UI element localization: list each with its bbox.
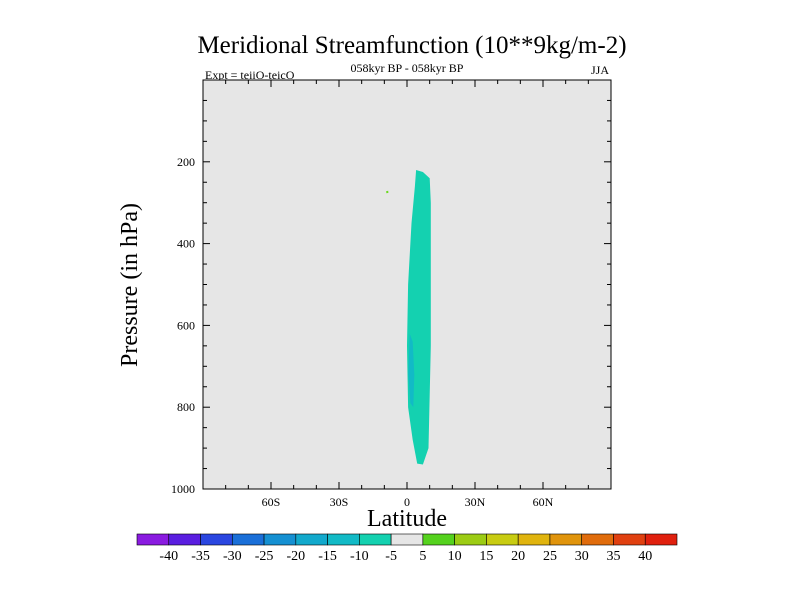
- y-tick-label: 200: [177, 155, 195, 169]
- colorbar-box: [644, 533, 678, 546]
- colorbar-label: 40: [638, 549, 652, 564]
- colorbar-label: -10: [350, 549, 369, 564]
- colorbar-box: [327, 533, 360, 546]
- colorbar-box: [263, 533, 297, 546]
- colorbar: -40 -35 -30 -25 -20 -15 -10 -5 5 10 15 20 25 30 35 40: [136, 533, 678, 564]
- contour-region-1: [408, 333, 415, 408]
- contour-regions: [386, 170, 431, 465]
- colorbar-label: -30: [223, 549, 242, 564]
- colorbar-label: -40: [159, 549, 178, 564]
- y-tick-label: 400: [177, 237, 195, 251]
- colorbar-label: 30: [575, 549, 589, 564]
- colorbar-box: [390, 533, 424, 546]
- colorbar-box: [200, 533, 233, 546]
- colorbar-label: -15: [318, 549, 337, 564]
- colorbar-box: [422, 533, 455, 546]
- colorbar-box: [454, 533, 487, 546]
- x-tick-label: 30S: [330, 495, 349, 509]
- axis-ticks: 60S 30S 0 30N 60N 200 400 600 800 1000: [171, 79, 612, 509]
- colorbar-box: [295, 533, 328, 546]
- colorbar-box: [549, 533, 583, 546]
- colorbar-box: [359, 533, 392, 546]
- x-tick-label: 30N: [465, 495, 486, 509]
- colorbar-label: -5: [385, 549, 397, 564]
- plot-background: [203, 80, 611, 489]
- colorbar-label: -35: [191, 549, 210, 564]
- colorbar-box: [136, 533, 170, 546]
- colorbar-box: [168, 533, 201, 546]
- colorbar-box: [581, 533, 614, 546]
- colorbar-box: [517, 533, 551, 546]
- colorbar-label: 15: [479, 549, 493, 564]
- experiment-subtitle: Expt = teiiO-teicO: [205, 68, 295, 82]
- colorbar-label: -25: [255, 549, 274, 564]
- colorbar-label: 10: [448, 549, 462, 564]
- colorbar-box: [231, 533, 265, 546]
- y-tick-label: 600: [177, 318, 195, 332]
- contour-region-2: [386, 190, 389, 194]
- period-subtitle: 058kyr BP - 058kyr BP: [351, 61, 464, 75]
- chart-title: Meridional Streamfunction (10**9kg/m-2): [197, 32, 626, 59]
- colorbar-label: 25: [543, 549, 557, 564]
- colorbar-label: 35: [606, 549, 620, 564]
- colorbar-box: [613, 533, 646, 546]
- x-axis-label: Latitude: [367, 506, 447, 532]
- y-tick-label: 800: [177, 400, 195, 414]
- colorbar-label: 5: [419, 549, 426, 564]
- colorbar-label: -20: [286, 549, 305, 564]
- y-axis-label: Pressure (in hPa): [117, 203, 143, 367]
- x-tick-label: 60N: [533, 495, 554, 509]
- y-tick-label: 1000: [171, 482, 195, 496]
- x-tick-label: 60S: [262, 495, 281, 509]
- colorbar-label: 20: [511, 549, 525, 564]
- colorbar-box: [486, 533, 519, 546]
- season-subtitle: JJA: [591, 63, 609, 77]
- x-tick-label: 0: [404, 495, 410, 509]
